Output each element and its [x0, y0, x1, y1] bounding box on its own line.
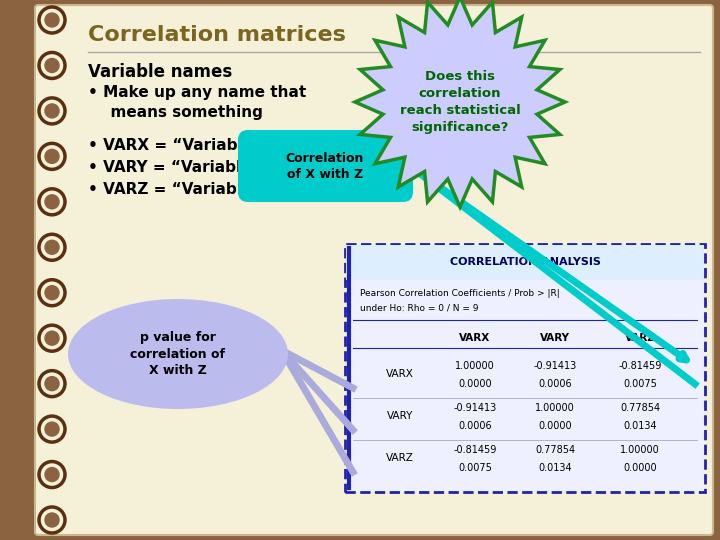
Text: • VARX = “Variable X”: • VARX = “Variable X”: [88, 138, 280, 152]
Text: CORRELATION ANALYSIS: CORRELATION ANALYSIS: [449, 257, 600, 267]
Text: VARZ: VARZ: [624, 333, 655, 343]
Text: • Make up any name that: • Make up any name that: [88, 85, 306, 100]
Text: • VARZ = “Variable Z”: • VARZ = “Variable Z”: [88, 181, 279, 197]
Text: VARY: VARY: [387, 411, 413, 421]
Circle shape: [45, 58, 59, 72]
Text: 0.0006: 0.0006: [538, 379, 572, 389]
Text: 0.0134: 0.0134: [624, 421, 657, 431]
Ellipse shape: [68, 299, 288, 409]
Text: p value for
correlation of
X with Z: p value for correlation of X with Z: [130, 332, 225, 376]
Text: 0.77854: 0.77854: [535, 445, 575, 455]
Circle shape: [45, 331, 59, 345]
Text: Pearson Correlation Coefficients / Prob > |R|: Pearson Correlation Coefficients / Prob …: [360, 289, 559, 299]
FancyBboxPatch shape: [345, 244, 705, 492]
Text: 1.00000: 1.00000: [455, 361, 495, 371]
FancyBboxPatch shape: [35, 5, 713, 535]
Circle shape: [45, 422, 59, 436]
Circle shape: [45, 376, 59, 390]
Polygon shape: [355, 0, 565, 207]
Text: -0.91413: -0.91413: [454, 403, 497, 413]
Text: under Ho: Rho = 0 / N = 9: under Ho: Rho = 0 / N = 9: [360, 303, 479, 313]
FancyBboxPatch shape: [238, 130, 413, 202]
Text: 0.0000: 0.0000: [538, 421, 572, 431]
Circle shape: [45, 513, 59, 527]
Circle shape: [45, 286, 59, 300]
Circle shape: [45, 104, 59, 118]
Text: VARZ: VARZ: [386, 453, 414, 463]
Text: Variable names: Variable names: [88, 63, 233, 81]
Text: -0.91413: -0.91413: [534, 361, 577, 371]
Text: 0.0134: 0.0134: [538, 463, 572, 473]
Text: means something: means something: [100, 105, 263, 119]
Text: 0.0000: 0.0000: [624, 463, 657, 473]
Text: VARX: VARX: [459, 333, 490, 343]
Text: Correlation
of X with Z: Correlation of X with Z: [286, 152, 364, 180]
Text: • VARY = “Variable Y”: • VARY = “Variable Y”: [88, 159, 278, 174]
Text: 0.0075: 0.0075: [458, 463, 492, 473]
Text: 1.00000: 1.00000: [535, 403, 575, 413]
Text: 0.0006: 0.0006: [458, 421, 492, 431]
Text: -0.81459: -0.81459: [454, 445, 497, 455]
Text: 0.0075: 0.0075: [623, 379, 657, 389]
Text: VARX: VARX: [386, 369, 414, 379]
Text: Does this
correlation
reach statistical
significance?: Does this correlation reach statistical …: [400, 70, 521, 134]
Text: 1.00000: 1.00000: [620, 445, 660, 455]
Circle shape: [45, 240, 59, 254]
Text: -0.81459: -0.81459: [618, 361, 662, 371]
FancyBboxPatch shape: [346, 245, 704, 280]
Circle shape: [45, 13, 59, 27]
Text: Correlation matrices: Correlation matrices: [88, 25, 346, 45]
Circle shape: [45, 150, 59, 164]
Text: 0.0000: 0.0000: [458, 379, 492, 389]
Text: 0.77854: 0.77854: [620, 403, 660, 413]
Text: VARY: VARY: [540, 333, 570, 343]
Circle shape: [45, 468, 59, 482]
Circle shape: [45, 195, 59, 209]
